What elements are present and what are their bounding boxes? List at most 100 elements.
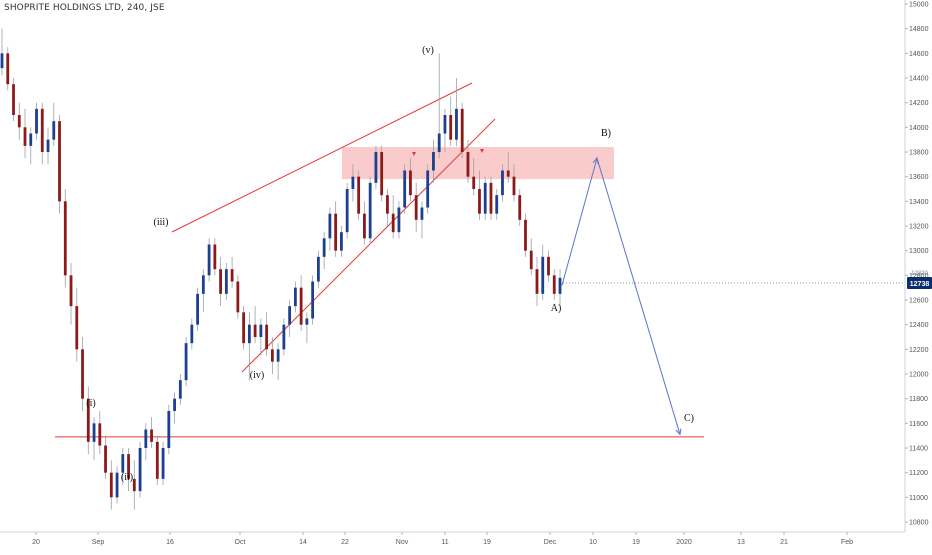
- candle-down: [386, 195, 389, 214]
- x-tick-label: 11: [441, 539, 448, 546]
- candle-up: [115, 472, 119, 498]
- y-tick-label: 11600: [909, 421, 928, 428]
- sell-marker: [412, 152, 416, 156]
- candle-down: [299, 287, 303, 325]
- candle-up: [305, 318, 309, 325]
- candle-down: [265, 324, 269, 350]
- upper-trendline: [171, 82, 473, 233]
- candle-up: [282, 324, 286, 350]
- candle-up: [259, 324, 263, 337]
- candle-up: [495, 195, 499, 214]
- candle-up: [501, 170, 504, 196]
- candle-up: [322, 238, 326, 257]
- candle-down: [489, 182, 493, 214]
- last-price-tag: [907, 276, 932, 289]
- candle-down: [69, 275, 73, 307]
- wave-label: B): [601, 128, 611, 139]
- y-tick-label: 12800: [909, 273, 929, 280]
- x-tick-label: 16: [166, 539, 174, 546]
- candle-up: [426, 170, 430, 208]
- last-price-small-label: 12820: [911, 271, 928, 277]
- candle-down: [478, 189, 481, 214]
- y-tick-label: 13000: [909, 248, 929, 255]
- y-tick-label: 15000: [909, 2, 929, 9]
- x-tick-label: 10: [589, 539, 597, 546]
- candle-down: [127, 454, 130, 479]
- candle-down: [466, 152, 470, 177]
- candle-up: [340, 232, 343, 251]
- candle-up: [351, 176, 355, 189]
- x-tick-label: 20: [32, 539, 40, 546]
- wave-label: (iv): [250, 370, 264, 381]
- candle-down: [391, 213, 395, 233]
- x-tick-label: Dec: [544, 539, 557, 546]
- candle-up: [29, 133, 33, 146]
- candle-up: [207, 244, 211, 276]
- wave-label: A): [551, 303, 562, 314]
- candle-up: [483, 182, 487, 214]
- wave-label: C): [684, 413, 694, 424]
- candle-up: [276, 349, 280, 362]
- y-tick-label: 13800: [909, 150, 929, 157]
- wave-label: (i): [86, 398, 95, 409]
- x-tick-label: 21: [780, 539, 788, 546]
- candle-up: [397, 207, 401, 233]
- candle-up: [178, 380, 182, 399]
- candle-down: [109, 472, 113, 498]
- x-tick-label: Oct: [235, 539, 246, 546]
- candle-down: [23, 127, 27, 146]
- x-tick-label: 2020: [676, 539, 692, 546]
- candle-down: [380, 152, 384, 196]
- candle-up: [52, 121, 56, 140]
- candle-up: [403, 170, 407, 208]
- candle-up: [144, 429, 148, 448]
- projection-arrow-c: [675, 428, 682, 436]
- candle-up: [173, 398, 176, 411]
- candle-up: [288, 306, 292, 325]
- candle-down: [409, 170, 412, 196]
- candle-down: [75, 306, 79, 350]
- candle-down: [242, 312, 246, 344]
- candle-up: [247, 324, 251, 344]
- candle-down: [58, 121, 61, 202]
- x-tick-label: 22: [341, 539, 349, 546]
- y-tick-label: 12600: [909, 298, 929, 305]
- candle-down: [150, 429, 153, 442]
- y-tick-label: 13200: [909, 224, 929, 231]
- candle-up: [190, 324, 194, 344]
- candle-down: [219, 269, 222, 294]
- candle-down: [12, 84, 15, 115]
- candle-down: [363, 213, 366, 239]
- y-tick-label: 10800: [909, 520, 929, 527]
- candles-group: [0, 28, 562, 510]
- y-tick-label: 11400: [909, 446, 928, 453]
- candle-up: [184, 343, 188, 381]
- candle-down: [506, 170, 510, 177]
- candle-up: [196, 293, 199, 325]
- x-tick-label: 13: [737, 539, 745, 546]
- candle-down: [17, 115, 21, 128]
- candle-down: [334, 213, 338, 251]
- projection-arrow-b: [592, 157, 599, 165]
- last-price-label: 12738: [910, 281, 930, 288]
- candle-down: [547, 256, 550, 276]
- candle-up: [345, 189, 349, 233]
- projection-path: [561, 156, 681, 435]
- sell-marker: [480, 149, 484, 153]
- candle-up: [374, 152, 378, 183]
- wave-label: (v): [422, 45, 434, 56]
- candle-up: [455, 108, 458, 140]
- candle-down: [98, 423, 102, 446]
- x-tick-label: Feb: [841, 539, 853, 546]
- candle-up: [138, 448, 142, 492]
- candle-up: [311, 281, 315, 319]
- y-tick-label: 14400: [909, 76, 929, 83]
- candle-down: [460, 108, 464, 152]
- y-tick-label: 13600: [909, 174, 929, 181]
- x-tick-label: Nov: [396, 539, 409, 546]
- candle-up: [316, 256, 320, 282]
- y-tick-label: 13400: [909, 199, 929, 206]
- candle-down: [213, 244, 217, 270]
- candle-down: [552, 275, 556, 294]
